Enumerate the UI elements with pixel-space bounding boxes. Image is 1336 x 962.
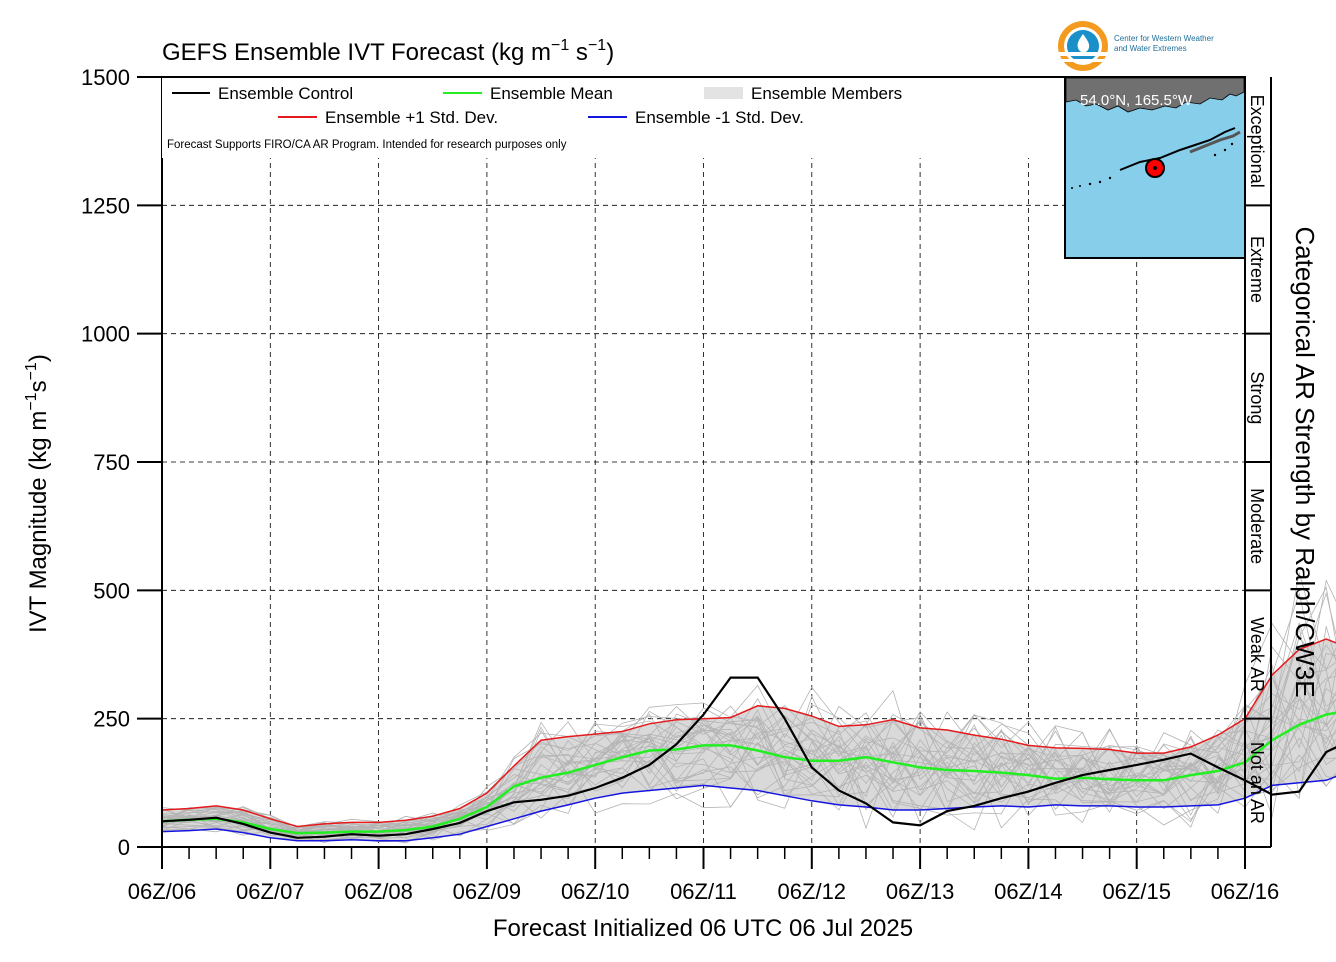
- category-label: Extreme: [1247, 236, 1267, 303]
- y-tick-label: 0: [118, 835, 130, 860]
- category-label: Not an AR: [1247, 742, 1267, 824]
- cw3e-logo: Center for Western Weather and Water Ext…: [1058, 21, 1214, 71]
- ensemble-lines: [161, 638, 1336, 842]
- category-label: Moderate: [1247, 488, 1267, 564]
- legend-members: Ensemble Members: [751, 84, 902, 103]
- ensemble-member-line: [161, 719, 1336, 839]
- x-tick-label: 06Z/15: [1102, 879, 1171, 904]
- x-axis-label: Forecast Initialized 06 UTC 06 Jul 2025: [493, 915, 913, 942]
- minus-sd-line: [161, 775, 1336, 842]
- right-axis-label: Categorical AR Strength by Ralph/CW3E: [1290, 226, 1320, 697]
- ensemble-member-line: [161, 636, 1336, 832]
- ensemble-member-line: [161, 697, 1336, 835]
- x-tick-label: 06Z/08: [344, 879, 413, 904]
- ensemble-member-line: [161, 687, 1336, 843]
- x-tick-label: 06Z/10: [561, 879, 630, 904]
- ensemble-member-line: [161, 586, 1336, 833]
- location-label: 54.0°N, 165.5°W: [1080, 92, 1193, 109]
- ensemble-member-line: [161, 592, 1336, 833]
- category-label: Strong: [1247, 371, 1267, 424]
- ensemble-member-line: [161, 572, 1336, 836]
- ensemble-member-line: [162, 715, 1336, 841]
- legend-mean: Ensemble Mean: [490, 84, 613, 103]
- y-tick-label: 1500: [81, 65, 130, 90]
- ensemble-member-line: [161, 664, 1336, 837]
- legend-control: Ensemble Control: [218, 84, 353, 103]
- logo-line2: and Water Extremes: [1114, 44, 1187, 53]
- ensemble-member-line: [161, 644, 1336, 833]
- ensemble-member-line: [161, 646, 1336, 835]
- legend-plus-sd: Ensemble +1 Std. Dev.: [325, 108, 498, 127]
- ensemble-member-line: [161, 728, 1336, 840]
- ensemble-member-line: [161, 591, 1336, 829]
- category-label: Weak AR: [1247, 617, 1267, 692]
- location-inset-map: 54.0°N, 165.5°W: [1064, 76, 1246, 259]
- chart-title: GEFS Ensemble IVT Forecast (kg m−1 s−1): [162, 37, 614, 66]
- ensemble-member-line: [161, 704, 1336, 831]
- x-tick-label: 06Z/07: [236, 879, 305, 904]
- ensemble-member-line: [161, 678, 1336, 841]
- category-label: Exceptional: [1247, 95, 1267, 188]
- ensemble-member-line: [161, 721, 1336, 843]
- y-tick-label: 1250: [81, 193, 130, 218]
- ensemble-member-line: [161, 621, 1336, 832]
- x-tick-label: 06Z/11: [670, 879, 737, 904]
- plus-sd-line: [161, 638, 1336, 828]
- y-tick-label: 500: [93, 578, 130, 603]
- x-tick-label: 06Z/09: [453, 879, 522, 904]
- legend: Ensemble Control Ensemble Mean Ensemble …: [162, 78, 1030, 158]
- ensemble-member-line: [161, 697, 1336, 844]
- x-tick-label: 06Z/12: [778, 879, 847, 904]
- y-axis-label: IVT Magnitude (kg m−1s−1): [23, 354, 52, 633]
- mean-line: [161, 711, 1336, 835]
- x-tick-label: 06Z/14: [994, 879, 1063, 904]
- control-line: [161, 676, 1336, 839]
- y-tick-label: 250: [93, 707, 130, 732]
- x-tick-label: 06Z/06: [128, 879, 197, 904]
- ensemble-member-line: [161, 675, 1336, 834]
- ensemble-member-line: [161, 677, 1336, 839]
- x-tick-label: 06Z/16: [1211, 879, 1280, 904]
- ensemble-member-line: [161, 626, 1336, 839]
- y-tick-label: 1000: [81, 322, 130, 347]
- ensemble-member-line: [161, 579, 1336, 832]
- axes: 0 250 500 750 1000 1250 1500 06Z/06 06Z/07 06Z/08…: [81, 65, 1279, 904]
- x-tick-label: 06Z/13: [886, 879, 955, 904]
- y-tick-label: 750: [93, 450, 130, 475]
- logo-line1: Center for Western Weather: [1114, 34, 1214, 43]
- legend-minus-sd: Ensemble -1 Std. Dev.: [635, 108, 804, 127]
- ensemble-member-line: [161, 669, 1336, 840]
- research-note: Forecast Supports FIRO/CA AR Program. In…: [167, 139, 567, 151]
